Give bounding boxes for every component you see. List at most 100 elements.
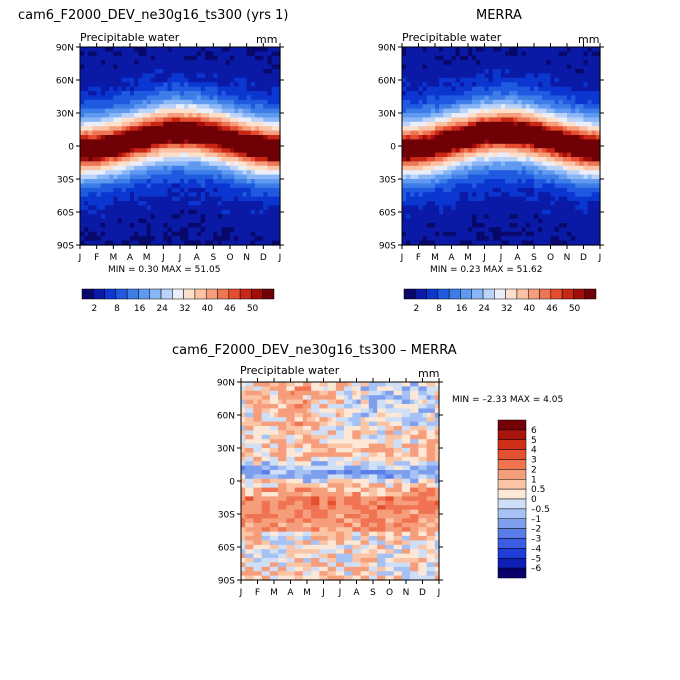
panel3-cell	[257, 421, 263, 427]
panel2-cell	[402, 130, 407, 136]
panel1-cell	[246, 152, 252, 158]
panel2-cell	[480, 209, 486, 215]
panel2-cell	[418, 73, 424, 79]
panel1-cell	[271, 135, 277, 140]
panel2-cell	[558, 157, 564, 162]
panel2-cell	[562, 73, 568, 79]
panel1-cell	[150, 82, 156, 88]
panel2-cell	[414, 51, 420, 57]
panel1-cell	[155, 223, 160, 228]
panel1-cell	[146, 117, 152, 123]
panel2-cell	[468, 165, 473, 171]
panel1-cell	[130, 77, 135, 83]
panel2-cell	[538, 152, 543, 158]
panel2-cell	[406, 73, 411, 79]
panel2-cell	[505, 179, 510, 184]
panel1-cell	[96, 201, 102, 206]
panel1-cell	[200, 73, 206, 79]
panel1-cell	[146, 227, 152, 233]
panel1-cell	[113, 231, 119, 237]
panel2-cell	[410, 51, 415, 57]
panel3-cell	[274, 549, 279, 555]
panel2-cell	[542, 192, 547, 198]
panel2-cell	[505, 99, 510, 105]
panel2-cell	[517, 209, 523, 215]
panel2-cell	[550, 152, 556, 158]
panel2-cell	[463, 108, 469, 114]
panel2-cell	[492, 205, 498, 211]
panel1-cell	[242, 73, 248, 79]
panel2-cell	[525, 205, 531, 211]
panel1-cell	[180, 55, 185, 61]
panel1-cell	[92, 187, 98, 193]
panel2-cell	[571, 240, 576, 246]
panel2-cell	[567, 55, 572, 61]
panel3-cell	[257, 478, 263, 484]
panel1-cell	[225, 174, 231, 180]
panel1-cell	[159, 139, 164, 145]
panel1-cell	[275, 60, 281, 66]
panel1-cell	[125, 47, 131, 52]
panel1-cell	[213, 152, 219, 158]
panel2-cell	[472, 82, 477, 88]
panel2-cell	[501, 117, 506, 123]
panel2-cell	[583, 104, 589, 110]
panel3-cell	[257, 500, 263, 506]
panel2-cell	[484, 55, 490, 61]
panel2-cell	[443, 73, 448, 79]
panel2-cell	[546, 148, 552, 154]
panel2-cell	[575, 214, 580, 220]
panel1-cell	[159, 201, 164, 206]
panel1-cell	[92, 135, 98, 140]
panel1-cell	[217, 69, 223, 74]
panel2-cell	[402, 47, 407, 52]
panel2-cell	[550, 77, 556, 83]
panel2-cell	[443, 99, 448, 105]
panel2-cell	[595, 157, 601, 162]
panel1-cell	[188, 209, 194, 215]
panel1-cell	[117, 108, 123, 114]
panel2-cell	[521, 205, 527, 211]
panel1-cell	[275, 205, 281, 211]
panel2-cell	[554, 104, 560, 110]
panel1-cell	[163, 201, 169, 206]
panel1-cell	[255, 179, 260, 184]
panel1-cell	[155, 187, 160, 193]
panel2-cell	[591, 126, 597, 132]
panel1-cell	[250, 73, 256, 79]
panel1-cell	[121, 104, 127, 110]
panel1-cell	[188, 218, 194, 224]
panel1-cell	[246, 240, 252, 246]
panel2-cell	[542, 174, 547, 180]
panel2-cell	[587, 179, 593, 184]
panel2-cell	[422, 236, 428, 242]
panel2-cell	[443, 130, 448, 136]
panel1-cell	[213, 113, 219, 118]
panel1-cell	[255, 196, 260, 202]
panel2-cell	[542, 170, 547, 176]
panel1-cell	[80, 236, 85, 242]
panel1-cell	[175, 95, 181, 101]
panel2-cell	[406, 174, 411, 180]
panel2-cell	[554, 64, 560, 70]
panel1-cell	[242, 201, 248, 206]
panel1-cell	[250, 143, 256, 149]
panel2-cell	[501, 86, 506, 92]
panel1-cell	[113, 161, 119, 167]
panel2-cell	[505, 209, 510, 215]
panel1-cell	[192, 86, 198, 92]
panel2-cell	[422, 187, 428, 193]
panel2-cell	[422, 73, 428, 79]
panel2-ytick-label: 0	[390, 143, 396, 153]
panel2-cell	[435, 161, 440, 167]
panel1-cell	[117, 192, 123, 198]
panel1-cell	[92, 108, 98, 114]
panel2-cell	[484, 69, 490, 74]
panel2-cell	[406, 218, 411, 224]
panel2-cell	[587, 174, 593, 180]
panel2-cell	[496, 139, 502, 145]
panel2-cell	[595, 152, 601, 158]
panel1-cell	[230, 223, 235, 228]
panel2-cell	[451, 218, 457, 224]
panel2-cell	[468, 91, 473, 96]
